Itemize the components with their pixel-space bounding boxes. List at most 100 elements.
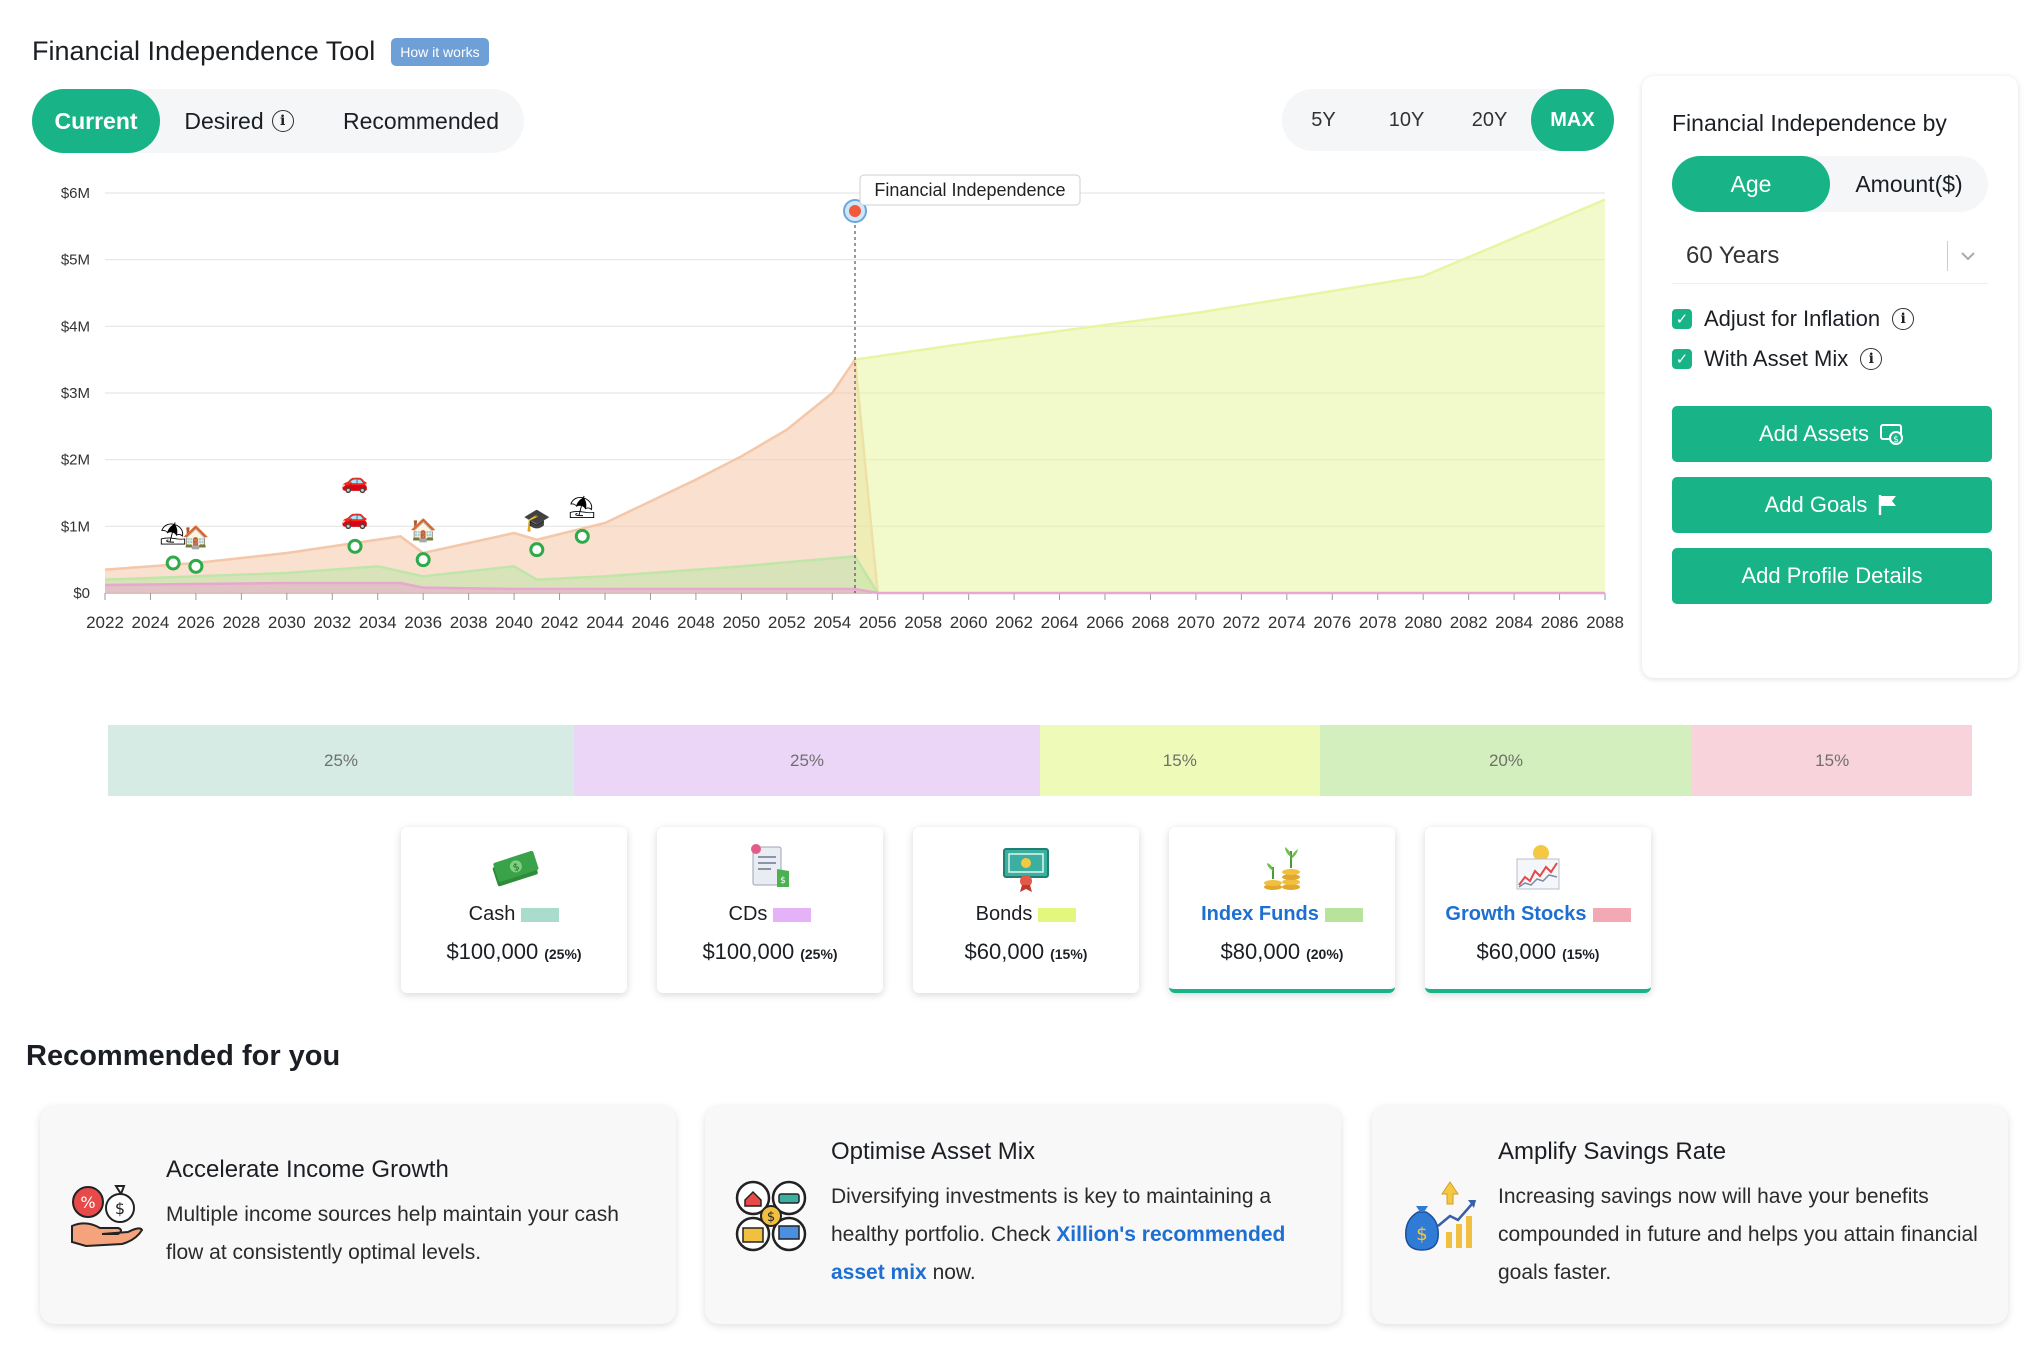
asset-pct: (20%) bbox=[1306, 946, 1344, 962]
fi-mode-toggle: Age Amount($) bbox=[1672, 156, 1988, 212]
x-tick-label: 2036 bbox=[404, 613, 442, 632]
asset-card-bonds[interactable]: Bonds $60,000 (15%) bbox=[913, 827, 1139, 993]
x-tick-label: 2086 bbox=[1541, 613, 1579, 632]
x-tick-label: 2072 bbox=[1222, 613, 1260, 632]
x-tick-label: 2034 bbox=[359, 613, 397, 632]
asset-name-row: CDs bbox=[657, 903, 883, 926]
house-icon: 🏠 bbox=[182, 524, 209, 550]
y-tick-label: $3M bbox=[61, 385, 90, 402]
y-tick-label: $4M bbox=[61, 318, 90, 335]
y-tick-label: $0 bbox=[73, 585, 90, 602]
stock-chart-icon bbox=[1425, 843, 1651, 893]
add-assets-label: Add Assets bbox=[1758, 421, 1870, 446]
asset-amount: $100,000 bbox=[702, 939, 795, 964]
flag-icon bbox=[1879, 495, 1897, 515]
add-profile-button[interactable]: Add Profile Details bbox=[1672, 548, 1992, 604]
svg-text:%: % bbox=[80, 1193, 95, 1212]
age-select[interactable]: 60 Years bbox=[1672, 228, 1988, 284]
asset-amount: $60,000 bbox=[964, 939, 1045, 964]
add-goals-label: Add Goals bbox=[1764, 492, 1868, 517]
asset-mix-checkbox[interactable]: ✓ bbox=[1672, 349, 1692, 369]
assets-icon: $ bbox=[1880, 424, 1904, 445]
asset-amount-row: $60,000 (15%) bbox=[913, 939, 1139, 965]
asset-swatch bbox=[521, 907, 560, 922]
range-selector: 5Y 10Y 20Y MAX bbox=[1282, 89, 1614, 151]
add-assets-button[interactable]: Add Assets $ bbox=[1672, 406, 1992, 462]
reco-card-income[interactable]: % $ Accelerate Income Growth Multiple inc… bbox=[40, 1106, 676, 1324]
asset-name: Bonds bbox=[975, 903, 1033, 925]
event-marker bbox=[165, 555, 181, 571]
x-tick-label: 2082 bbox=[1450, 613, 1488, 632]
info-icon[interactable]: i bbox=[271, 110, 294, 132]
x-tick-label: 2040 bbox=[495, 613, 533, 632]
x-tick-label: 2070 bbox=[1177, 613, 1215, 632]
how-it-works-badge[interactable]: How it works bbox=[391, 37, 489, 66]
tab-desired[interactable]: Desired i bbox=[160, 89, 318, 153]
allocation-segment-cds: 25% bbox=[574, 725, 1040, 796]
beach-icon: ⛱ bbox=[568, 494, 596, 520]
range-5y[interactable]: 5Y bbox=[1311, 108, 1336, 131]
x-tick-label: 2044 bbox=[586, 613, 624, 632]
age-select-value: 60 Years bbox=[1686, 241, 1780, 269]
fi-settings-panel: Financial Independence by Age Amount($) … bbox=[1642, 76, 2018, 678]
range-max[interactable]: MAX bbox=[1531, 89, 1614, 151]
toggle-age[interactable]: Age bbox=[1672, 156, 1830, 212]
svg-text:$: $ bbox=[1416, 1224, 1427, 1245]
asset-pct: (25%) bbox=[800, 946, 838, 962]
range-10y[interactable]: 10Y bbox=[1388, 108, 1425, 131]
asset-name-row: Index Funds bbox=[1169, 903, 1395, 926]
event-marker bbox=[347, 538, 363, 554]
info-icon[interactable]: i bbox=[1860, 348, 1883, 370]
x-tick-label: 2068 bbox=[1132, 613, 1170, 632]
inflation-label: Adjust for Inflation bbox=[1704, 306, 1881, 331]
x-tick-label: 2028 bbox=[222, 613, 260, 632]
x-tick-label: 2024 bbox=[132, 613, 170, 632]
x-tick-label: 2088 bbox=[1586, 613, 1624, 632]
tab-current[interactable]: Current bbox=[32, 89, 160, 153]
toggle-amount[interactable]: Amount($) bbox=[1855, 170, 1963, 197]
series-line-2 bbox=[854, 198, 1606, 361]
asset-card-cds[interactable]: $ CDs $100,000 (25%) bbox=[657, 827, 883, 993]
range-20y[interactable]: 20Y bbox=[1471, 108, 1508, 131]
bond-icon bbox=[913, 843, 1139, 893]
svg-text:$: $ bbox=[1893, 435, 1899, 445]
asset-name-row: Growth Stocks bbox=[1425, 903, 1651, 926]
asset-card-growth-stocks[interactable]: Growth Stocks $60,000 (15%) bbox=[1425, 827, 1651, 993]
asset-mix-link[interactable]: Xillion's recommended asset mix bbox=[831, 1223, 1286, 1284]
page-header: Financial Independence Tool How it works bbox=[32, 36, 489, 67]
savings-growth-icon: $ bbox=[1398, 1176, 1478, 1256]
wealth-projection-chart: $0 $1M $2M $3M $4M $5M $6M 2022 2024 2026 2028 2030… bbox=[61, 174, 1624, 632]
reco-card-asset-mix[interactable]: $ Optimise Asset Mix Diversifying invest… bbox=[705, 1106, 1341, 1324]
add-goals-button[interactable]: Add Goals bbox=[1672, 477, 1992, 533]
series-area-2 bbox=[855, 199, 1605, 593]
x-tick-label: 2078 bbox=[1359, 613, 1397, 632]
x-tick-label: 2022 bbox=[86, 613, 124, 632]
reco-card-text: Increasing savings now will have your be… bbox=[1498, 1185, 1978, 1284]
scenario-tabs: Current Desired i Recommended bbox=[32, 89, 524, 153]
allocation-segment-index-funds: 20% bbox=[1319, 725, 1693, 796]
y-tick-label: $2M bbox=[61, 452, 90, 469]
svg-text:$: $ bbox=[115, 1199, 125, 1218]
asset-amount-row: $80,000 (20%) bbox=[1169, 939, 1395, 965]
asset-name-row: Bonds bbox=[913, 903, 1139, 926]
x-tick-label: 2064 bbox=[1041, 613, 1079, 632]
asset-card-cash[interactable]: $ Cash $100,000 (25%) bbox=[401, 827, 627, 993]
asset-amount: $100,000 bbox=[446, 939, 539, 964]
inflation-checkbox[interactable]: ✓ bbox=[1672, 309, 1692, 329]
beach-icon: ⛱ bbox=[159, 521, 187, 547]
asset-amount-row: $60,000 (15%) bbox=[1425, 939, 1651, 965]
car-icon: 🚗 bbox=[341, 505, 368, 530]
event-marker bbox=[415, 552, 431, 568]
x-tick-label: 2032 bbox=[313, 613, 351, 632]
event-marker bbox=[188, 558, 204, 574]
chevron-down-icon[interactable] bbox=[1948, 251, 1988, 261]
series-line-4 bbox=[104, 581, 1605, 595]
tab-recommended[interactable]: Recommended bbox=[343, 107, 499, 134]
asset-card-index-funds[interactable]: Index Funds $80,000 (20%) bbox=[1169, 827, 1395, 993]
allocation-segment-bonds: 15% bbox=[1040, 725, 1320, 796]
x-tick-label: 2080 bbox=[1404, 613, 1442, 632]
cash-icon: $ bbox=[401, 843, 627, 893]
x-tick-label: 2030 bbox=[268, 613, 306, 632]
reco-card-savings[interactable]: $ Amplify Savings Rate Increasing saving… bbox=[1372, 1106, 2008, 1324]
info-icon[interactable]: i bbox=[1892, 308, 1915, 330]
